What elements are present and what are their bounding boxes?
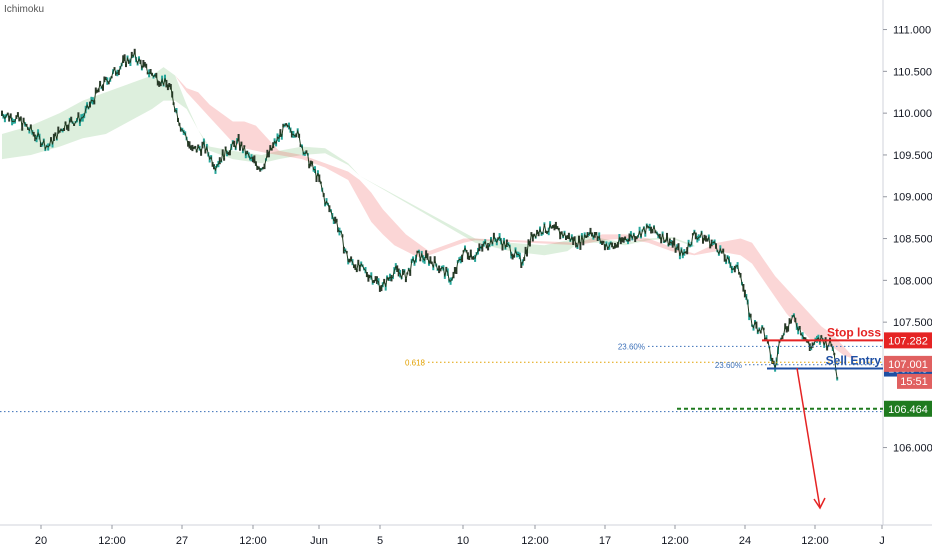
countdown-label: 15:51 [900,376,928,388]
x-tick-label: 12:00 [521,535,549,547]
level-price-tag[interactable] [884,332,932,349]
price-layer [1,48,839,381]
y-tick-label: 110.500 [893,66,932,78]
y-tick-label: 108.000 [893,275,932,287]
x-tick-label: 12:00 [801,535,829,547]
y-tick-label: 109.500 [893,150,932,162]
x-tick-label: 12:00 [661,535,689,547]
price-axis[interactable]: 111.000 110.500 110.000 109.500 109.000 108.5… [883,25,932,455]
fib-label: 0.618 [405,358,426,367]
ichimoku-cloud-layer [2,67,856,360]
y-tick-label: 106.000 [893,443,932,455]
projection-arrow-head [813,497,826,510]
level-layer: 23.60% 0.618 23.60% Stop loss Sell Entry [0,325,883,510]
time-axis[interactable]: 20 12:00 27 12:00 Jun 5 10 12:00 17 12:00 24 12:00 J [35,525,885,547]
grid-layer [0,0,932,526]
fib-label: 23.60% [618,342,645,351]
indicator-label: Ichimoku [4,4,45,15]
cloud-green [2,67,695,256]
x-tick-label: 5 [377,535,383,547]
y-tick-label: 109.000 [893,192,932,204]
level-name: Sell Entry [826,354,882,368]
level-price-label: 107.282 [888,335,928,347]
y-tick-label: 111.000 [893,25,931,37]
candle [21,123,24,131]
x-tick-label: 10 [457,535,469,547]
x-tick-label: 12:00 [239,535,267,547]
x-tick-label: 12:00 [98,535,126,547]
y-tick-label: 110.000 [893,108,932,120]
countdown-tag [897,373,932,389]
projection-arrow-line [796,368,821,509]
level-price-label: 106.464 [888,404,928,416]
cloud-red [175,75,856,360]
level-name: Stop loss [827,325,881,339]
y-tick-label: 107.500 [893,317,932,329]
x-tick-label: 24 [739,535,751,547]
x-tick-label: 20 [35,535,47,547]
x-tick-label: 17 [599,535,611,547]
x-tick-label: J [879,535,885,547]
x-tick-label: 27 [176,535,188,547]
current-price-tag[interactable] [884,355,932,372]
fib-label: 23.60% [715,361,742,370]
level-price-tag[interactable] [884,400,932,417]
y-tick-label: 108.500 [893,234,932,246]
current-price-label: 107.001 [888,359,928,371]
price-line [1,51,838,379]
x-tick-label: Jun [310,535,328,547]
